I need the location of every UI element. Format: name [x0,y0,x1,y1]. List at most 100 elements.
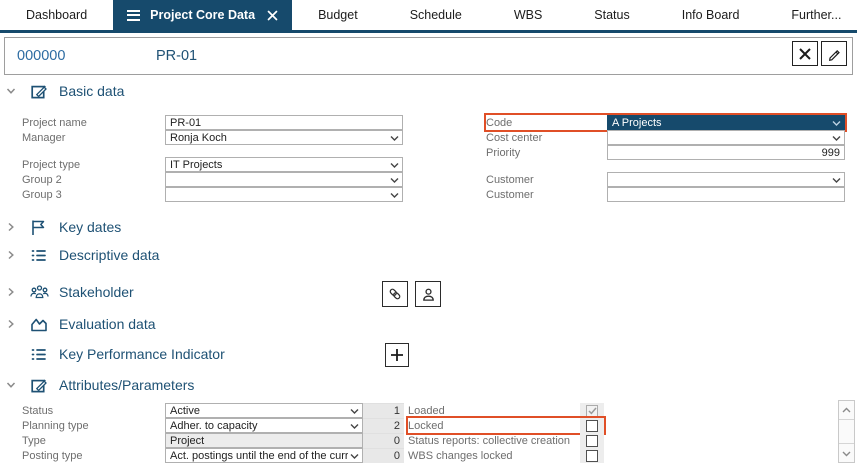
status-select[interactable]: Active [165,403,363,418]
tab-budget[interactable]: Budget [318,8,358,22]
field-label: Code [486,116,513,129]
chevron-right-icon[interactable] [0,250,22,260]
project-name-input[interactable]: PR-01 [165,115,403,130]
field-row: Project name PR-01 [22,115,403,130]
scroll-down-icon[interactable] [839,443,854,462]
customer-input[interactable] [607,187,845,202]
basic-data-left-column: Project name PR-01 Manager Ronja Koch Pr… [22,115,403,202]
tab-dashboard[interactable]: Dashboard [26,8,88,22]
field-row-code-highlighted: Code A Projects [484,113,847,132]
field-row: Group 3 [22,187,403,202]
type-number: 0 [363,433,404,448]
close-button[interactable] [792,41,818,66]
posting-type-select[interactable]: Act. postings until the end of the curre… [165,448,363,463]
flag-label: Locked [408,419,444,432]
field-label: Customer [486,173,534,186]
chevron-right-icon[interactable] [0,287,22,297]
chart-icon [30,316,56,333]
edit-button[interactable] [821,41,847,66]
pencil-icon [828,49,840,61]
code-select[interactable]: A Projects [607,115,845,130]
dropdown-chevron-icon [390,177,399,184]
loaded-checkbox [586,404,598,417]
tab-info-board[interactable]: Info Board [681,8,740,22]
priority-input[interactable]: 999 [607,145,845,160]
section-descriptive-data[interactable]: Descriptive data [0,244,159,266]
dropdown-chevron-icon [832,177,841,184]
field-label: Planning type [22,419,89,432]
field-row: Priority 999 [486,145,845,160]
field-row: Posting type Act. postings until the end… [22,448,404,463]
tab-further[interactable]: Further... [791,8,842,22]
project-number: 000000 [17,48,66,64]
chevron-down-icon[interactable] [0,380,22,390]
section-kpi[interactable]: Key Performance Indicator [0,343,225,365]
chevron-down-icon[interactable] [0,86,22,96]
flag-row-locked-highlighted: Locked [406,416,606,435]
section-evaluation-data[interactable]: Evaluation data [0,313,156,335]
attributes-right-column: Loaded Locked Status reports: collective… [406,403,606,463]
tab-project-core-data[interactable]: Project Core Data [113,0,293,30]
list-icon [30,346,56,363]
status-reports-checkbox[interactable] [586,434,598,447]
cost-center-select[interactable] [607,130,845,145]
wbs-changes-locked-checkbox[interactable] [586,449,598,462]
field-label: Status [22,404,54,417]
locked-checkbox[interactable] [586,419,598,432]
field-label: Project name [22,116,87,129]
hamburger-icon[interactable] [127,9,141,21]
section-stakeholder[interactable]: Stakeholder [0,281,134,303]
tab-wbs[interactable]: WBS [513,8,543,22]
chevron-right-icon[interactable] [0,319,22,329]
customer-select[interactable] [607,172,845,187]
person-button[interactable] [415,281,441,307]
dropdown-chevron-icon [832,120,841,127]
add-kpi-button[interactable] [385,343,409,367]
section-title: Descriptive data [59,247,160,263]
scroll-up-icon[interactable] [839,401,854,420]
planning-type-number: 2 [363,418,404,433]
link-button[interactable] [382,281,408,307]
project-type-select[interactable]: IT Projects [165,157,403,172]
attributes-left-column: Status Active 1 Planning type Adher. to … [22,403,404,463]
flag-label: Loaded [408,404,445,417]
type-readonly-field: Project [165,433,363,448]
field-label: Priority [486,146,521,159]
dropdown-chevron-icon [390,192,399,199]
section-basic-data[interactable]: Basic data [0,80,124,102]
field-row: Planning type Adher. to capacity 2 [22,418,404,433]
planning-type-select[interactable]: Adher. to capacity [165,418,363,433]
field-label: Customer [486,188,534,201]
dropdown-chevron-icon [350,453,359,460]
flag-label: Status reports: collective creation [408,434,571,447]
group2-select[interactable] [165,172,403,187]
list-icon [30,247,56,264]
people-icon [30,284,56,301]
field-label: Type [22,434,46,447]
project-name: PR-01 [156,48,198,64]
close-tab-icon[interactable] [267,10,278,21]
link-icon [389,288,401,300]
chevron-right-icon[interactable] [0,222,22,232]
dropdown-chevron-icon [390,162,399,169]
field-label: Manager [22,131,66,144]
plus-icon [391,349,403,361]
flag-icon [30,219,56,236]
group3-select[interactable] [165,187,403,202]
vertical-scrollbar[interactable] [838,400,855,463]
project-header: 000000 PR-01 [4,37,853,75]
field-row: Project type IT Projects [22,157,403,172]
field-row: Type Project 0 [22,433,404,448]
tab-label: Project Core Data [150,8,256,22]
edit-section-icon [30,376,56,394]
field-row: Manager Ronja Koch [22,130,403,145]
manager-select[interactable]: Ronja Koch [165,130,403,145]
tab-status[interactable]: Status [594,8,630,22]
person-icon [422,288,434,301]
dropdown-chevron-icon [350,423,359,430]
section-attributes-parameters[interactable]: Attributes/Parameters [0,374,194,396]
dropdown-chevron-icon [390,135,399,142]
section-key-dates[interactable]: Key dates [0,216,121,238]
tab-schedule[interactable]: Schedule [409,8,462,22]
